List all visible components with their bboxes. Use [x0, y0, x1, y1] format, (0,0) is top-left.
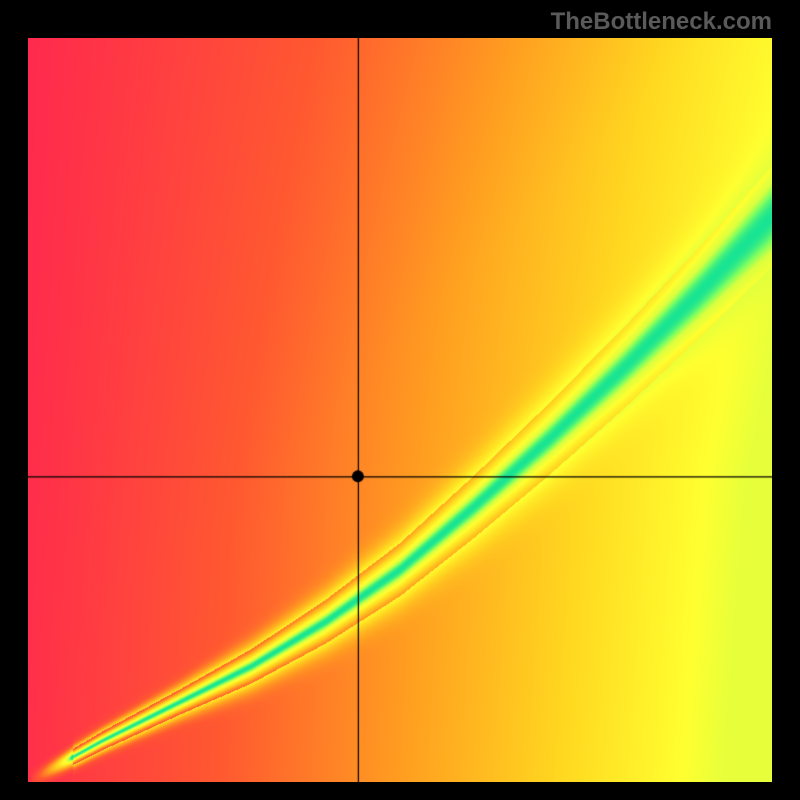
heatmap-canvas: [28, 38, 772, 782]
watermark-text: TheBottleneck.com: [551, 8, 772, 36]
bottleneck-heatmap: [28, 38, 772, 782]
page-root: TheBottleneck.com: [0, 0, 800, 800]
